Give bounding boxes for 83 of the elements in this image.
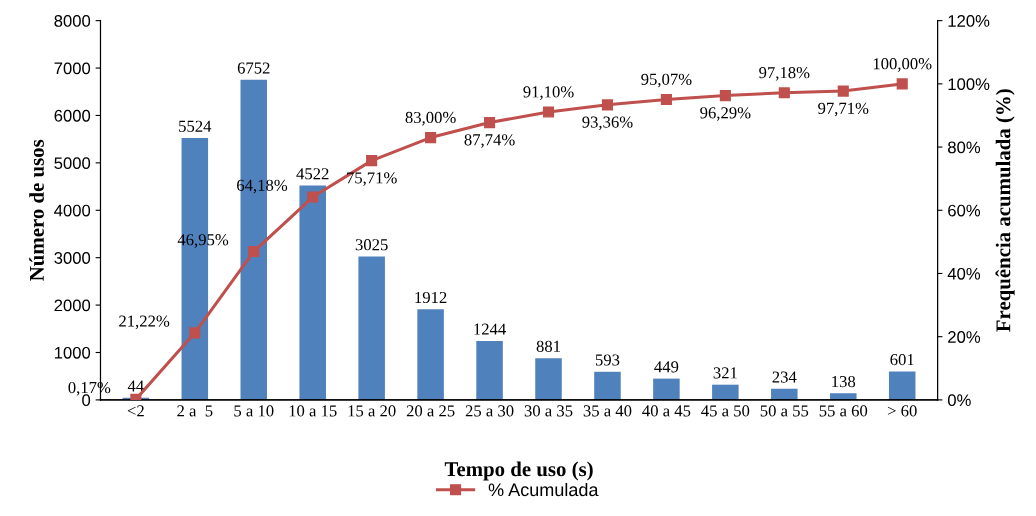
data-label: 1244 xyxy=(474,323,506,335)
bar xyxy=(594,371,621,400)
data-label: 138 xyxy=(832,375,856,388)
bar xyxy=(299,185,326,400)
point xyxy=(189,327,201,339)
y2-tick-label: 20% xyxy=(948,331,981,343)
data-label: 21,22% xyxy=(119,315,170,330)
x-tick-label: 40 a 45 xyxy=(642,405,691,417)
bar xyxy=(476,340,503,400)
data-label: 4522 xyxy=(296,168,329,180)
point xyxy=(660,93,672,105)
x-tick-label: 50 a 55 xyxy=(760,405,809,417)
data-label: 100,00% xyxy=(873,58,932,72)
data-label: 93,36% xyxy=(582,116,633,131)
data-label: 91,10% xyxy=(523,86,574,100)
bar xyxy=(358,256,385,400)
x-tick-label: 5 a 10 xyxy=(234,405,274,417)
point xyxy=(248,245,260,258)
data-label: 234 xyxy=(772,371,797,383)
y-axis-title: Número de usos xyxy=(29,139,44,281)
bar xyxy=(653,378,680,400)
data-label: 44 xyxy=(127,380,144,392)
data-label: 87,74% xyxy=(464,134,515,148)
y-tick-label: 0 xyxy=(82,394,91,407)
x-tick-label: 10 a 15 xyxy=(289,405,337,417)
y-tick-label: 6000 xyxy=(54,109,91,122)
x-tick-label: 25 a 30 xyxy=(465,405,514,417)
data-label: 97,18% xyxy=(759,67,810,81)
bar xyxy=(888,371,916,400)
y-tick-label: 1000 xyxy=(54,346,91,359)
y-tick-label: 3000 xyxy=(54,252,91,264)
point xyxy=(778,87,790,99)
data-label: 881 xyxy=(536,340,561,352)
point xyxy=(484,117,496,129)
x-tick-label: 35 a 40 xyxy=(583,405,632,417)
y-tick-label: 7000 xyxy=(54,62,91,75)
data-label: 6752 xyxy=(237,62,270,74)
y2-tick-label: 0% xyxy=(947,394,971,407)
bar xyxy=(771,388,798,400)
data-label: 449 xyxy=(654,361,679,373)
x-tick-label: 20 a 25 xyxy=(406,405,455,417)
y-tick-label: 8000 xyxy=(54,15,91,27)
data-label: 601 xyxy=(890,354,914,366)
y2-tick-label: 100% xyxy=(948,78,990,91)
point xyxy=(366,155,378,167)
y2-tick-label: 80% xyxy=(948,141,981,154)
y2-axis-title: Frequência acumulada (%) xyxy=(995,89,1015,332)
x-tick-label: 2 a 5 xyxy=(177,405,213,417)
data-label: 96,29% xyxy=(700,107,751,121)
point xyxy=(542,106,555,118)
point xyxy=(896,78,908,90)
x-tick-label: 55 a 60 xyxy=(819,405,868,417)
bar xyxy=(417,309,444,400)
x-tick-label: 45 a 50 xyxy=(701,405,750,417)
data-label: 321 xyxy=(713,367,737,379)
x-axis-title: Tempo de uso (s) xyxy=(444,461,593,481)
data-label: 5524 xyxy=(179,120,212,132)
x-tick-label: > 60 xyxy=(887,405,917,417)
y-tick-label: 5000 xyxy=(54,157,91,170)
bar xyxy=(712,384,739,400)
y2-tick-label: 40% xyxy=(947,267,981,280)
data-label: 593 xyxy=(595,354,620,366)
point xyxy=(601,99,614,111)
y-tick-label: 2000 xyxy=(54,299,91,312)
x-tick-label: 15 a 20 xyxy=(348,405,396,417)
x-tick-label: 30 a 35 xyxy=(524,405,573,417)
bar xyxy=(535,358,562,400)
data-label: 95,07% xyxy=(641,73,692,88)
y2-tick-label: 120% xyxy=(948,15,990,27)
data-label: 83,00% xyxy=(405,111,456,126)
data-label: 3025 xyxy=(355,239,388,251)
point xyxy=(307,191,319,203)
y2-tick-label: 60% xyxy=(948,204,981,217)
data-label: 1912 xyxy=(415,291,447,304)
y-tick-label: 4000 xyxy=(54,204,91,217)
data-label: 97,71% xyxy=(818,102,869,117)
data-label: 75,71% xyxy=(347,172,397,186)
point xyxy=(719,90,731,102)
x-tick-label: <2 xyxy=(127,405,144,417)
legend-label: % Acumulada xyxy=(488,482,599,497)
bar xyxy=(830,393,857,400)
point xyxy=(425,132,437,144)
point xyxy=(837,85,849,97)
